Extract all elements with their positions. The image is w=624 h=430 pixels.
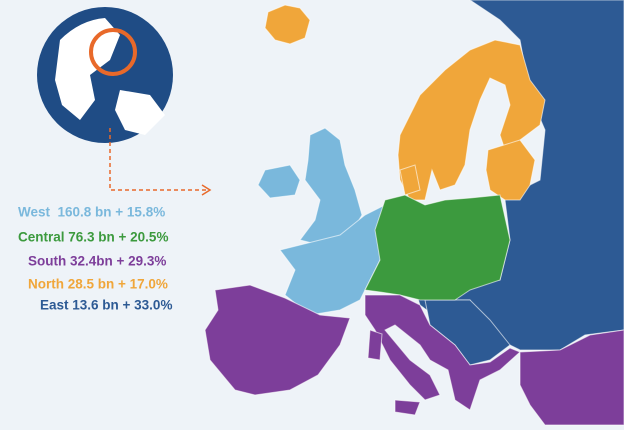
- country-shape: [367, 329, 383, 361]
- legend-entry: North 28.5 bn + 17.0%: [28, 277, 168, 292]
- locator-globe: [37, 7, 173, 143]
- country-shape: [397, 39, 546, 201]
- south-region: [204, 284, 624, 426]
- legend-entry: West 160.8 bn + 15.8%: [18, 205, 165, 220]
- country-shape: [257, 164, 301, 199]
- country-shape: [279, 204, 391, 316]
- country-shape: [394, 399, 421, 416]
- north-region: [264, 4, 546, 201]
- country-shape: [264, 4, 311, 45]
- legend-entry: South 32.4bn + 29.3%: [28, 254, 166, 269]
- legend: West 160.8 bn + 15.8% Central 76.3 bn + 2…: [18, 205, 172, 313]
- legend-entry: East 13.6 bn + 33.0%: [40, 298, 172, 313]
- country-shape: [485, 139, 536, 201]
- central-region: [364, 194, 511, 301]
- country-shape: [399, 164, 421, 196]
- pointer-arrow: [109, 128, 212, 196]
- country-shape: [364, 294, 521, 411]
- legend-entry: Central 76.3 bn + 20.5%: [18, 230, 168, 245]
- country-shape: [204, 284, 351, 396]
- country-shape: [364, 194, 511, 301]
- west-region: [257, 127, 391, 316]
- country-shape: [519, 329, 624, 426]
